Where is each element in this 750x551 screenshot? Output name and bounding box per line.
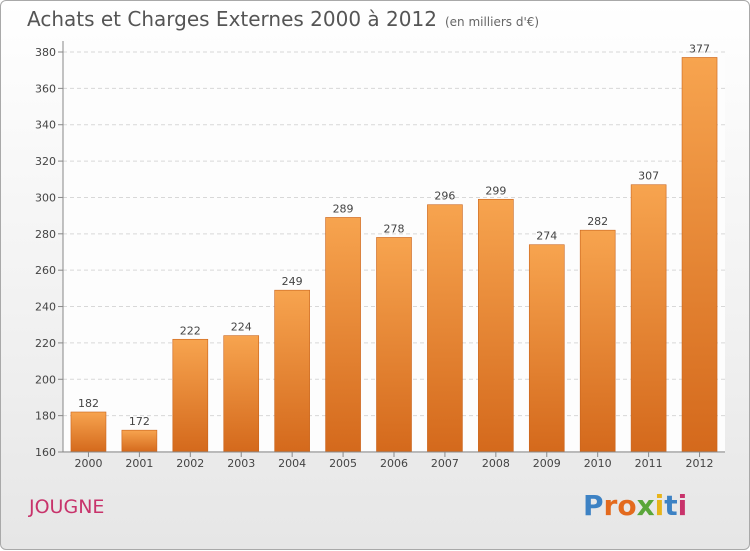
bar-value-label: 282 xyxy=(587,215,608,228)
bar xyxy=(376,237,412,453)
y-tick-label: 300 xyxy=(35,191,56,204)
y-tick-label: 160 xyxy=(35,446,56,459)
y-tick-label: 360 xyxy=(35,82,56,95)
y-tick-label: 280 xyxy=(35,228,56,241)
x-tick-label: 2008 xyxy=(482,457,510,470)
bar xyxy=(478,198,514,453)
bar-value-label: 172 xyxy=(129,415,150,428)
bar xyxy=(274,289,310,453)
logo-letter: i xyxy=(654,489,665,522)
bar xyxy=(579,229,616,453)
bar-value-label: 299 xyxy=(485,184,506,197)
bar xyxy=(528,244,565,453)
x-tick-label: 2002 xyxy=(176,457,204,470)
chart-title: Achats et Charges Externes 2000 à 2012 (e… xyxy=(27,7,539,31)
bar-value-label: 224 xyxy=(231,321,252,334)
x-tick-label: 2004 xyxy=(278,457,306,470)
bar-value-label: 377 xyxy=(689,42,710,55)
bar-value-label: 274 xyxy=(536,230,557,243)
x-tick-label: 2010 xyxy=(584,457,612,470)
bar xyxy=(223,335,260,453)
bar xyxy=(427,204,463,453)
bar xyxy=(681,57,718,453)
bar-value-label: 182 xyxy=(78,397,99,410)
logo-letter: r xyxy=(603,489,618,522)
y-tick-label: 180 xyxy=(35,410,56,423)
bars: 182 172 222 224 249 289 278 296 299 274 282 307 377 xyxy=(70,42,718,453)
chart-title-text: Achats et Charges Externes 2000 à 2012 xyxy=(27,7,437,31)
bar-value-label: 289 xyxy=(333,202,354,215)
y-tick-label: 240 xyxy=(35,301,56,314)
y-tick-label: 260 xyxy=(35,264,56,277)
bar xyxy=(121,429,158,453)
x-tick-label: 2003 xyxy=(227,457,255,470)
proxiti-logo: Proxiti xyxy=(583,489,687,522)
x-tick-label: 2009 xyxy=(533,457,561,470)
bar-value-label: 222 xyxy=(180,324,201,337)
bar-value-label: 278 xyxy=(384,222,405,235)
y-tick-label: 220 xyxy=(35,337,56,350)
bar xyxy=(70,411,107,453)
x-tick-label: 2001 xyxy=(125,457,153,470)
chart-subtitle: (en milliers d'€) xyxy=(444,15,540,29)
x-tick-label: 2012 xyxy=(686,457,714,470)
bar xyxy=(630,184,667,453)
x-tick-label: 2011 xyxy=(635,457,663,470)
bar xyxy=(325,217,361,453)
logo-letter: x xyxy=(636,489,655,522)
bar-value-label: 307 xyxy=(638,170,659,183)
axes: 160 180 200 220 240 260 280 300 320 340 360 380 2000… xyxy=(35,41,725,470)
logo-letter: t xyxy=(664,489,678,522)
bar xyxy=(172,338,209,453)
y-tick-label: 200 xyxy=(35,373,56,386)
x-tick-label: 2005 xyxy=(329,457,357,470)
logo-letter: P xyxy=(583,489,604,522)
logo-letter: o xyxy=(617,489,637,522)
y-tick-label: 320 xyxy=(35,155,56,168)
bar-value-label: 249 xyxy=(282,275,303,288)
y-tick-label: 380 xyxy=(35,46,56,59)
logo-letter: i xyxy=(677,489,688,522)
x-tick-label: 2000 xyxy=(74,457,102,470)
bar-value-label: 296 xyxy=(434,190,455,203)
x-tick-label: 2007 xyxy=(431,457,459,470)
commune-name: JOUGNE xyxy=(29,496,105,518)
x-tick-label: 2006 xyxy=(380,457,408,470)
y-tick-label: 340 xyxy=(35,119,56,132)
